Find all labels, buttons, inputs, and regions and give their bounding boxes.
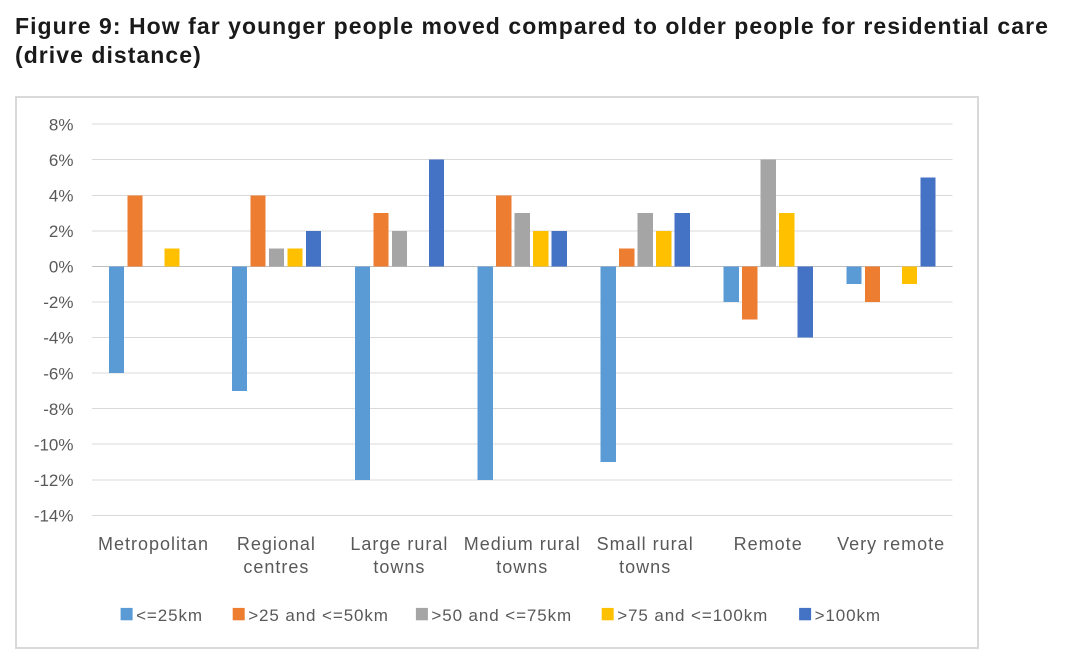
svg-text:-8%: -8% [43,400,73,419]
svg-text:towns: towns [619,557,671,577]
svg-text:-4%: -4% [43,329,73,348]
svg-text:>25 and <=50km: >25 and <=50km [248,606,389,625]
svg-text:Regional: Regional [237,534,316,554]
svg-text:Medium rural: Medium rural [464,534,581,554]
svg-text:6%: 6% [49,151,74,170]
svg-text:0%: 0% [49,258,74,277]
svg-text:<=25km: <=25km [136,606,203,625]
svg-text:8%: 8% [49,115,74,134]
svg-text:Remote: Remote [734,534,803,554]
svg-text:>50 and <=75km: >50 and <=75km [431,606,572,625]
svg-text:Large rural: Large rural [350,534,448,554]
svg-text:towns: towns [496,557,548,577]
svg-text:-12%: -12% [34,471,74,490]
svg-text:-6%: -6% [43,364,73,383]
svg-text:-2%: -2% [43,293,73,312]
svg-text:2%: 2% [49,222,74,241]
svg-text:4%: 4% [49,187,74,206]
svg-text:>75 and <=100km: >75 and <=100km [617,606,768,625]
svg-text:Small rural: Small rural [597,534,694,554]
svg-text:Very remote: Very remote [837,534,945,554]
svg-text:>100km: >100km [815,606,881,625]
svg-text:centres: centres [243,557,309,577]
svg-text:towns: towns [373,557,425,577]
svg-text:-14%: -14% [34,507,74,526]
svg-text:Metropolitan: Metropolitan [98,534,209,554]
svg-text:-10%: -10% [34,435,74,454]
